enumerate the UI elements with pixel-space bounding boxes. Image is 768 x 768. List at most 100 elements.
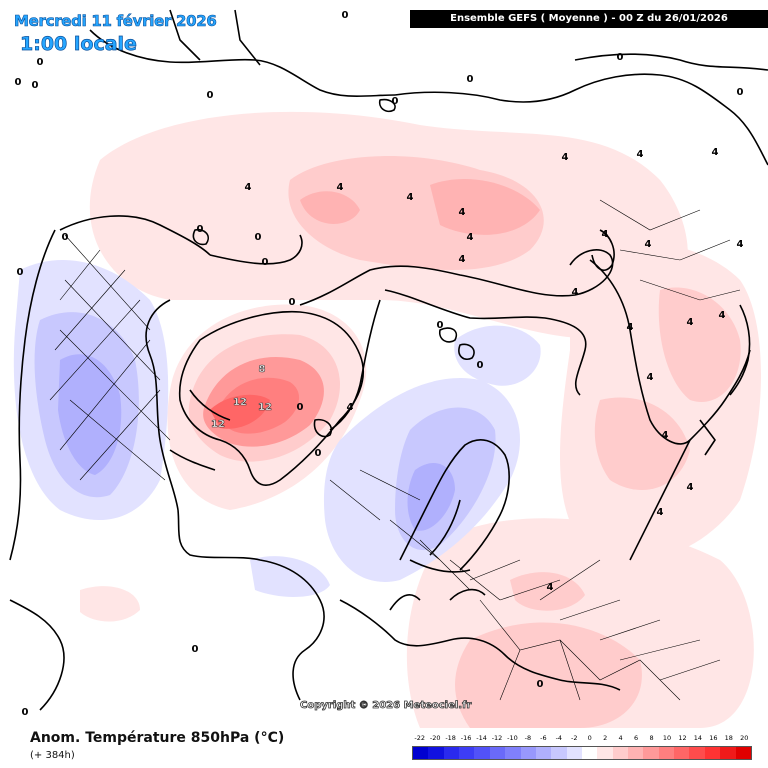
coastlines <box>9 9 768 711</box>
contour-value-label: 0 <box>437 320 444 331</box>
scale-swatch <box>643 747 659 759</box>
scale-swatch <box>674 747 690 759</box>
contour-value-label: 4 <box>637 149 644 160</box>
contour-value-label: 4 <box>719 310 726 321</box>
scale-swatch <box>612 747 629 759</box>
scale-swatch <box>628 747 644 759</box>
contour-value-label: 0 <box>537 679 544 690</box>
contour-value-label: 4 <box>662 430 669 441</box>
contour-value-label: 4 <box>337 182 344 193</box>
contour-value-label: 4 <box>712 147 719 158</box>
scale-swatch <box>658 747 675 759</box>
contour-value-label: 0 <box>289 297 296 308</box>
contour-value-label: 4 <box>737 239 744 250</box>
contour-value-label: 0 <box>342 10 349 21</box>
scale-swatch <box>735 747 751 759</box>
contour-value-label: 12 <box>258 402 272 413</box>
scale-tick-label: 6 <box>634 734 639 742</box>
contour-value-label: 0 <box>207 90 214 101</box>
contour-value-label: 4 <box>245 182 252 193</box>
contour-value-label: 0 <box>32 80 39 91</box>
scale-tick-label: -8 <box>524 734 532 742</box>
scale-swatch <box>489 747 506 759</box>
forecast-range: (+ 384h) <box>30 750 75 761</box>
contour-value-label: 0 <box>737 87 744 98</box>
contour-value-label: 12 <box>211 419 225 430</box>
scale-tick-label: -20 <box>429 734 441 742</box>
model-run-banner: Ensemble GEFS ( Moyenne ) - 00 Z du 26/0… <box>410 10 768 28</box>
color-scale-bar <box>412 746 752 760</box>
color-scale: -22 -20 -18 -16 -14 -12 -10 -8 -6 -4 -2 0 2 4 6 8 10 12 14… <box>412 734 752 760</box>
contour-value-label: 4 <box>687 317 694 328</box>
scale-swatch <box>720 747 736 759</box>
contour-value-label: 0 <box>192 644 199 655</box>
scale-swatch <box>520 747 536 759</box>
contour-value-label: 4 <box>407 192 414 203</box>
scale-swatch <box>459 747 475 759</box>
scale-tick-label: -4 <box>555 734 563 742</box>
contour-value-label: 4 <box>657 507 664 518</box>
scale-swatch <box>551 747 567 759</box>
contour-value-label: 0 <box>15 77 22 88</box>
scale-tick-label: -2 <box>571 734 578 742</box>
contour-value-label: 4 <box>627 322 634 333</box>
contour-value-label: 0 <box>392 96 399 107</box>
anomaly-shading <box>13 111 761 728</box>
scale-tick-label: 0 <box>587 734 592 742</box>
scale-swatch <box>581 747 598 759</box>
scale-tick-label: -22 <box>414 734 426 742</box>
scale-swatch <box>474 747 490 759</box>
contour-value-label: 4 <box>687 482 694 493</box>
country-borders <box>49 199 741 701</box>
contour-value-label: 0 <box>617 52 624 63</box>
scale-swatch <box>443 747 460 759</box>
contour-value-label: 0 <box>467 74 474 85</box>
forecast-date: Mercredi 11 février 2026 <box>14 12 217 31</box>
contour-value-label: 4 <box>459 207 466 218</box>
scale-tick-label: -10 <box>507 734 518 742</box>
parameter-title: Anom. Température 850hPa (°C) <box>30 730 285 746</box>
forecast-time: 1:00 locale <box>20 33 138 56</box>
contour-value-label: 0 <box>37 57 44 68</box>
scale-swatch <box>413 747 429 759</box>
scale-swatch <box>535 747 552 759</box>
contour-value-label: 0 <box>197 224 204 235</box>
scale-swatch <box>597 747 613 759</box>
contour-value-label: 8 <box>259 364 266 375</box>
contour-value-label: 4 <box>572 287 579 298</box>
contour-value-label: 12 <box>233 397 247 408</box>
scale-swatch <box>689 747 705 759</box>
scale-tick-label: 4 <box>618 734 623 742</box>
scale-tick-label: 18 <box>724 734 733 742</box>
scale-swatch <box>428 747 444 759</box>
contour-value-label: 0 <box>255 232 262 243</box>
scale-tick-label: -12 <box>491 734 503 742</box>
contour-value-label: 4 <box>459 254 466 265</box>
scale-tick-label: 12 <box>678 734 687 742</box>
scale-tick-label: -16 <box>460 734 472 742</box>
footer-panel: Anom. Température 850hPa (°C) (+ 384h) -… <box>0 728 768 768</box>
scale-tick-label: 16 <box>709 734 718 742</box>
contour-value-label: 0 <box>477 360 484 371</box>
contour-value-label: 4 <box>647 372 654 383</box>
scale-tick-label: 20 <box>740 734 749 742</box>
contour-value-label: 4 <box>547 582 554 593</box>
contour-value-label: 0 <box>297 402 304 413</box>
contour-value-label: 0 <box>17 267 24 278</box>
contour-value-label: 4 <box>645 239 652 250</box>
contour-value-label: 0 <box>315 448 322 459</box>
scale-tick-label: 10 <box>662 734 672 742</box>
scale-swatch <box>566 747 582 759</box>
contour-value-label: 0 <box>262 257 269 268</box>
scale-tick-label: -6 <box>540 734 547 742</box>
scale-swatch <box>505 747 521 759</box>
scale-tick-label: 8 <box>649 734 654 742</box>
scale-tick-label: -14 <box>476 734 487 742</box>
contour-value-label: 4 <box>602 229 609 240</box>
contour-value-label: 0 <box>62 232 69 243</box>
scale-tick-label: 14 <box>693 734 703 742</box>
contour-value-label: 4 <box>562 152 569 163</box>
scale-tick-label: 2 <box>603 734 608 742</box>
